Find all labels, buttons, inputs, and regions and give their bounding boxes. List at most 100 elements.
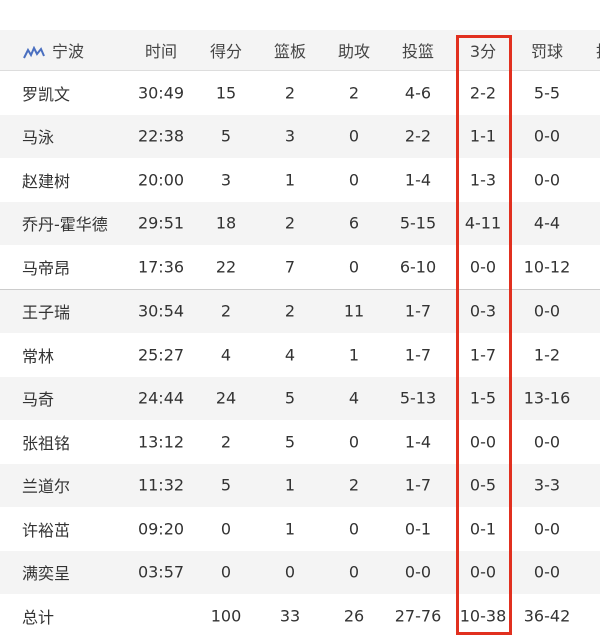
player-name[interactable]: 张祖铭 — [22, 433, 71, 453]
stat-cell: 4 — [284, 345, 296, 365]
stat-cell: 7 — [284, 257, 296, 277]
stat-cell: 0-0 — [533, 562, 561, 582]
stat-cell: 0 — [348, 170, 360, 190]
stat-cell: 03:57 — [137, 562, 185, 582]
stat-cell: 2-2 — [469, 83, 497, 103]
stat-cell: 13-16 — [523, 388, 571, 408]
stat-cell: 5 — [284, 432, 296, 452]
stat-cell: 27-76 — [394, 606, 442, 626]
column-header-rebounds[interactable]: 篮板 — [273, 42, 307, 61]
table-row: 常林 25:27 4 4 1 1-7 1-7 1-2 — [0, 333, 600, 377]
table-row: 许裕茁 09:20 0 1 0 0-1 0-1 0-0 — [0, 507, 600, 551]
stat-cell: 3-3 — [533, 475, 561, 495]
stat-cell: 1-7 — [404, 301, 432, 321]
stat-cell: 1-2 — [533, 345, 561, 365]
table-header: 宁波 时间 得分 篮板 助攻 投篮 3分 罚球 抢 — [0, 30, 600, 71]
stat-cell: 22:38 — [137, 126, 185, 146]
stat-cell: 5-5 — [533, 83, 561, 103]
stat-cell: 0-0 — [533, 519, 561, 539]
stat-cell: 0 — [348, 519, 360, 539]
stat-cell: 26 — [343, 606, 365, 626]
stat-cell: 0-5 — [469, 475, 497, 495]
table-row: 赵建树 20:00 3 1 0 1-4 1-3 0-0 — [0, 158, 600, 202]
stat-cell: 5 — [284, 388, 296, 408]
player-name[interactable]: 许裕茁 — [22, 520, 71, 540]
stat-cell: 2 — [220, 301, 232, 321]
stat-cell: 4-6 — [404, 83, 432, 103]
stat-cell: 1 — [284, 519, 296, 539]
stat-cell: 11:32 — [137, 475, 185, 495]
stat-cell: 6-10 — [399, 257, 437, 277]
stat-cell: 22 — [215, 257, 237, 277]
column-header-fg[interactable]: 投篮 — [401, 42, 435, 61]
table-row: 马帝昂 17:36 22 7 0 6-10 0-0 10-12 — [0, 245, 600, 290]
player-name[interactable]: 马泳 — [22, 128, 55, 148]
team-name: 宁波 — [22, 38, 84, 62]
stat-cell: 2 — [220, 432, 232, 452]
table-row: 罗凯文 30:49 15 2 2 4-6 2-2 5-5 — [0, 71, 600, 115]
stat-cell: 2 — [284, 83, 296, 103]
stat-cell: 36-42 — [523, 606, 571, 626]
stat-cell: 0-1 — [469, 519, 497, 539]
stat-cell: 4 — [220, 345, 232, 365]
column-header-ft[interactable]: 罚球 — [530, 42, 564, 61]
stat-cell: 0 — [348, 562, 360, 582]
player-name[interactable]: 罗凯文 — [22, 84, 71, 104]
player-name[interactable]: 马奇 — [22, 390, 55, 410]
stat-cell: 15 — [215, 83, 237, 103]
stat-cell: 0-0 — [469, 562, 497, 582]
stat-cell: 2-2 — [404, 126, 432, 146]
player-name: 总计 — [22, 607, 55, 627]
stat-cell: 33 — [279, 606, 301, 626]
stat-cell: 0-0 — [533, 301, 561, 321]
player-name[interactable]: 马帝昂 — [22, 258, 71, 278]
stat-cell: 25:27 — [137, 345, 185, 365]
stat-cell: 1 — [284, 170, 296, 190]
stat-cell: 30:54 — [137, 301, 185, 321]
column-header-points[interactable]: 得分 — [209, 42, 243, 61]
stat-cell: 29:51 — [137, 213, 185, 233]
stat-cell: 1-1 — [469, 126, 497, 146]
stat-cell: 24:44 — [137, 388, 185, 408]
player-name[interactable]: 满奕呈 — [22, 564, 71, 584]
table-row: 马泳 22:38 5 3 0 2-2 1-1 0-0 — [0, 114, 600, 158]
stat-cell: 5 — [220, 126, 232, 146]
stat-cell: 0-0 — [533, 126, 561, 146]
player-name[interactable]: 王子瑞 — [22, 303, 71, 323]
player-name[interactable]: 赵建树 — [22, 171, 71, 191]
stat-cell: 1-4 — [404, 432, 432, 452]
stat-cell: 2 — [284, 213, 296, 233]
stat-cell: 11 — [343, 301, 365, 321]
stat-cell: 0 — [220, 562, 232, 582]
table-row: 满奕呈 03:57 0 0 0 0-0 0-0 0-0 — [0, 550, 600, 594]
stat-cell: 0-0 — [404, 562, 432, 582]
table-row: 王子瑞 30:54 2 2 11 1-7 0-3 0-0 — [0, 289, 600, 333]
stat-cell: 20:00 — [137, 170, 185, 190]
stat-cell: 1-7 — [404, 345, 432, 365]
stat-cell: 10-38 — [459, 606, 507, 626]
player-name[interactable]: 兰道尔 — [22, 477, 71, 497]
stat-cell: 0 — [348, 257, 360, 277]
stat-cell: 1-5 — [469, 388, 497, 408]
column-header-time[interactable]: 时间 — [144, 42, 178, 61]
stat-cell: 3 — [220, 170, 232, 190]
stat-cell: 09:20 — [137, 519, 185, 539]
stat-cell: 1 — [348, 345, 360, 365]
column-header-assists[interactable]: 助攻 — [337, 42, 371, 61]
column-header-steals[interactable]: 抢 — [596, 38, 600, 62]
player-name[interactable]: 乔丹-霍华德 — [22, 215, 108, 235]
stat-cell: 5-15 — [399, 213, 437, 233]
stat-cell: 1-7 — [469, 345, 497, 365]
stat-cell: 0 — [348, 432, 360, 452]
stat-cell: 1-7 — [404, 475, 432, 495]
table-row: 马奇 24:44 24 5 4 5-13 1-5 13-16 — [0, 376, 600, 420]
player-name[interactable]: 常林 — [22, 346, 55, 366]
table-row: 兰道尔 11:32 5 1 2 1-7 0-5 3-3 — [0, 463, 600, 507]
column-header-3pt[interactable]: 3分 — [469, 42, 497, 61]
table-row: 乔丹-霍华德 29:51 18 2 6 5-15 4-11 4-4 — [0, 201, 600, 245]
stat-cell: 2 — [348, 83, 360, 103]
stat-cell: 0-0 — [533, 432, 561, 452]
stat-cell: 5-13 — [399, 388, 437, 408]
total-row: 总计 100 33 26 27-76 10-38 36-42 — [0, 594, 600, 638]
stat-cell: 30:49 — [137, 83, 185, 103]
